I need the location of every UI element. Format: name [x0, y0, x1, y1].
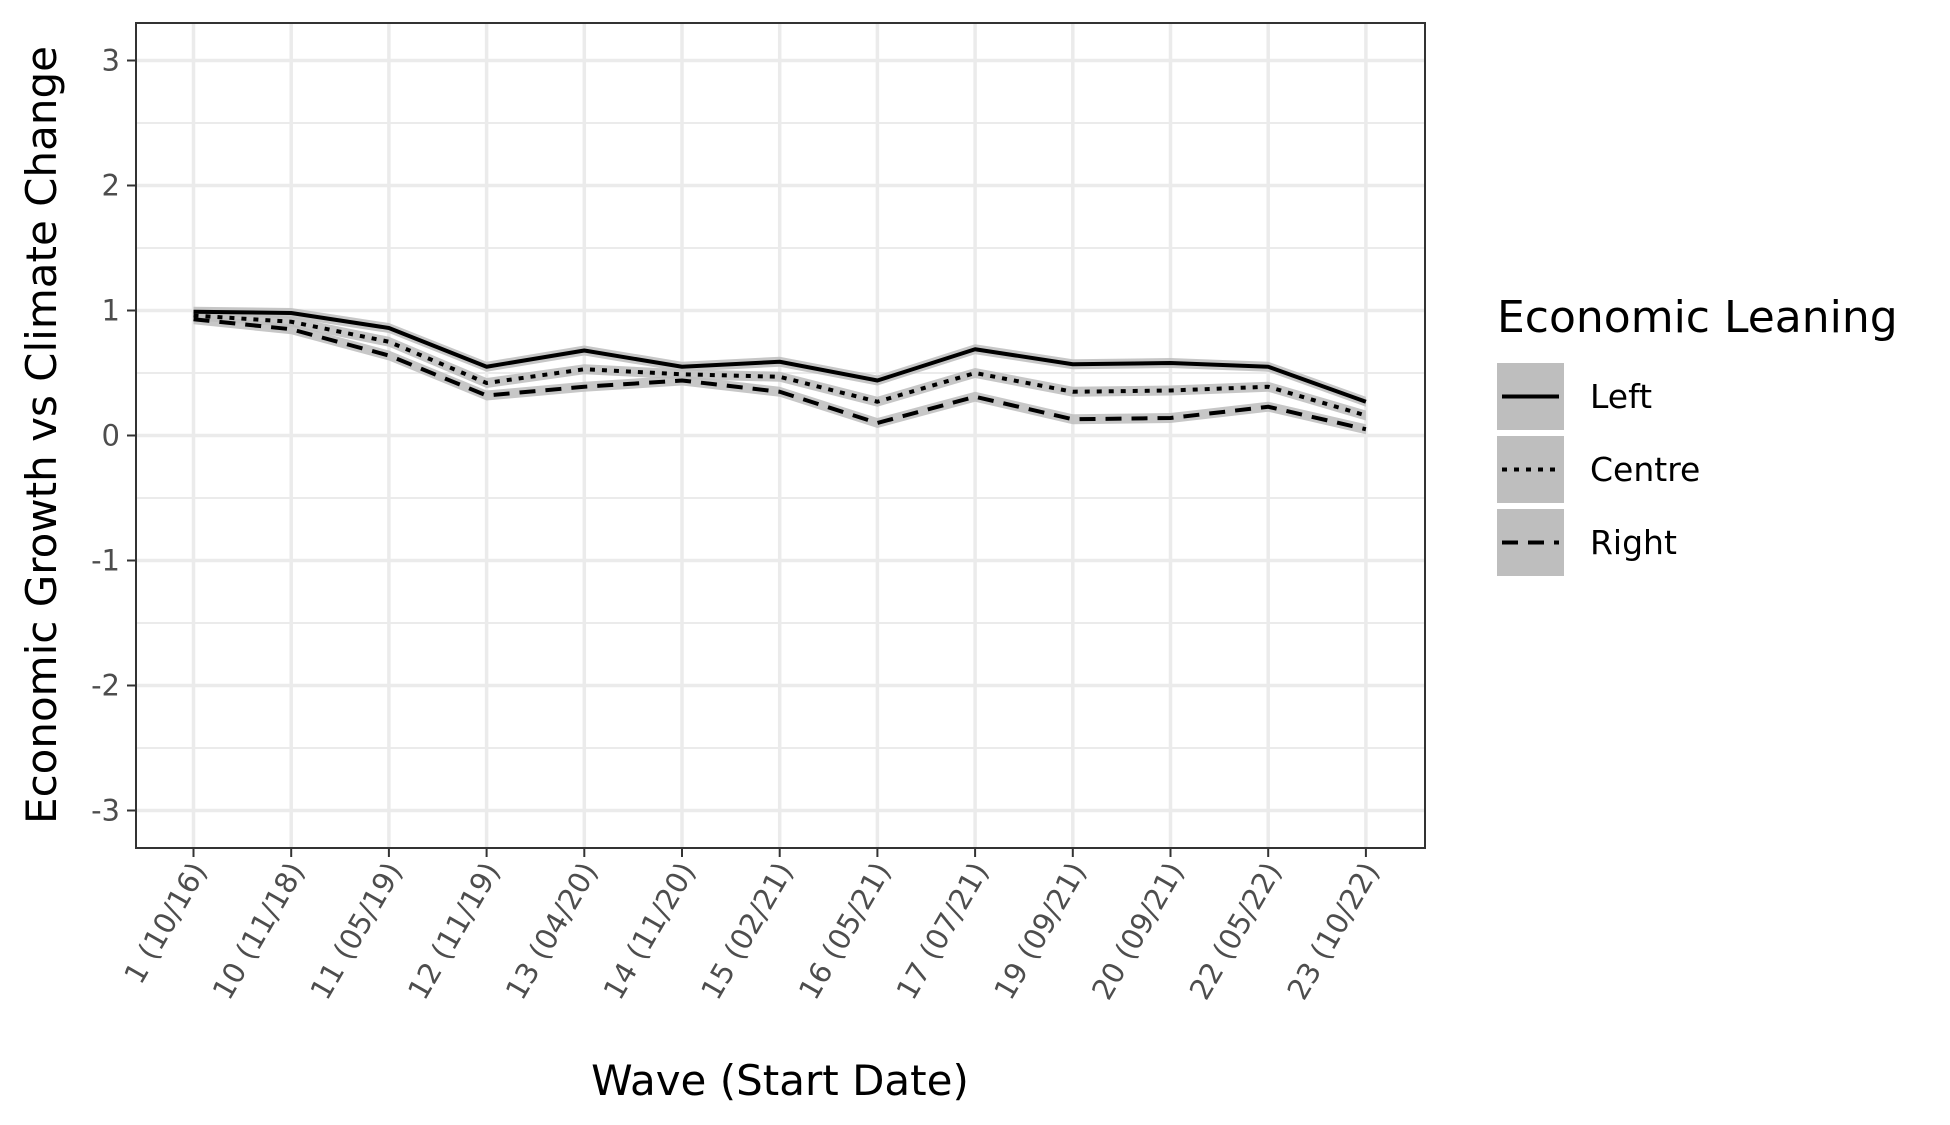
x-tick-label: 19 (09/21) — [987, 857, 1093, 1006]
x-tick-label: 22 (05/22) — [1183, 857, 1289, 1006]
x-tick-label: 10 (11/18) — [206, 857, 312, 1006]
legend-title: Economic Leaning — [1497, 292, 1898, 343]
y-tick-label: 3 — [102, 44, 120, 78]
legend-label-left: Left — [1590, 377, 1652, 416]
legend-label-right: Right — [1590, 523, 1677, 562]
legend-label-centre: Centre — [1590, 450, 1700, 489]
series-lines — [193, 309, 1367, 432]
y-axis-title: Economic Growth vs Climate Change — [17, 46, 66, 824]
y-tick-label: 2 — [102, 169, 120, 203]
series-line-left — [193, 309, 1367, 404]
x-tick-label: 12 (11/19) — [401, 857, 507, 1006]
y-axis: -3 -2 -1 0 1 2 3 — [91, 44, 136, 828]
grid-lines — [136, 23, 1425, 848]
x-tick-label: 23 (10/22) — [1280, 857, 1386, 1006]
x-tick-label: 11 (05/19) — [303, 857, 409, 1006]
ribbon-left — [193, 306, 1366, 407]
x-axis-title: Wave (Start Date) — [591, 1056, 969, 1105]
x-tick-label: 1 (10/16) — [117, 857, 213, 990]
y-tick-label: -3 — [91, 794, 120, 828]
y-tick-label: -2 — [91, 669, 120, 703]
y-tick-label: 1 — [102, 294, 120, 328]
x-tick-label: 16 (05/21) — [792, 857, 898, 1006]
series-line-right — [193, 317, 1367, 432]
x-tick-label: 14 (11/20) — [596, 857, 702, 1006]
ribbon-right — [193, 314, 1366, 435]
legend: Economic Leaning Left Centre Right — [1497, 292, 1898, 576]
y-tick-label: -1 — [91, 544, 120, 578]
x-tick-label: 13 (04/20) — [499, 857, 605, 1006]
x-axis: 1 (10/16)10 (11/18)11 (05/19)12 (11/19)1… — [117, 848, 1386, 1005]
series-line-centre — [193, 313, 1367, 418]
x-tick-label: 17 (07/21) — [890, 857, 996, 1006]
x-tick-label: 20 (09/21) — [1085, 857, 1191, 1006]
x-tick-label: 15 (02/21) — [694, 857, 800, 1006]
y-tick-label: 0 — [102, 419, 120, 453]
